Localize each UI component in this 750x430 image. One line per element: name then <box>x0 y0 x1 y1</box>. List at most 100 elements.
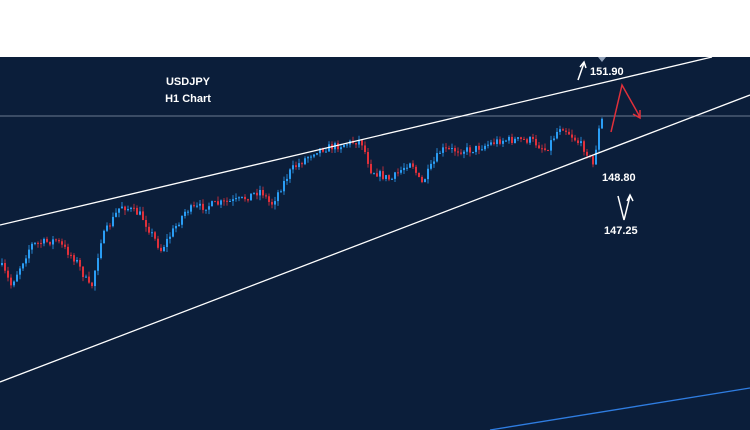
candle-body <box>184 211 186 216</box>
candle-body <box>379 171 381 177</box>
candle-body <box>382 171 384 179</box>
candle-body <box>487 144 489 146</box>
candle-body <box>31 243 33 250</box>
candle-body <box>130 207 132 210</box>
candle-body <box>571 134 573 138</box>
candle-body <box>517 137 519 139</box>
candle-body <box>580 141 582 144</box>
candle-body <box>370 163 372 174</box>
candle-body <box>7 270 9 278</box>
candle-body <box>265 195 267 197</box>
candle-body <box>442 147 444 153</box>
candle-body <box>304 158 306 165</box>
symbol-label: USDJPY <box>166 76 211 88</box>
candle-body <box>322 148 324 152</box>
candle-body <box>250 193 252 201</box>
candle-body <box>280 191 282 193</box>
candle-body <box>565 130 567 132</box>
candle-body <box>403 167 405 171</box>
candle-body <box>196 205 198 207</box>
candle-body <box>109 225 111 227</box>
up-arrow <box>577 60 587 81</box>
candle-body <box>253 192 255 194</box>
candle-body <box>259 189 261 196</box>
candle-body <box>490 142 492 145</box>
candle-body <box>262 189 264 196</box>
candle-body <box>505 140 507 142</box>
resistance-label: 151.90 <box>590 66 624 78</box>
candle-body <box>508 136 510 141</box>
candle-body <box>430 163 432 169</box>
candle-body <box>394 172 396 179</box>
candle-body <box>43 238 45 244</box>
candle-body <box>124 206 126 211</box>
candle-body <box>313 154 315 157</box>
candle-body <box>268 196 270 202</box>
timeframe-label: H1 Chart <box>165 93 211 105</box>
candle-body <box>16 274 18 282</box>
candle-body <box>406 167 408 169</box>
candle-body <box>187 211 189 213</box>
candle-body <box>142 211 144 221</box>
candle-body <box>418 172 420 177</box>
candle-body <box>457 151 459 153</box>
candle-body <box>256 192 258 196</box>
candle-body <box>19 268 21 275</box>
candle-body <box>205 209 207 211</box>
candle-body <box>529 136 531 143</box>
candle-body <box>217 201 219 205</box>
candle-body <box>289 169 291 179</box>
candle-body <box>553 138 555 141</box>
candle-body <box>154 232 156 239</box>
candle-body <box>388 175 390 180</box>
candle-body <box>460 152 462 154</box>
candle-body <box>172 228 174 237</box>
candle-body <box>106 225 108 231</box>
candle-body <box>469 147 471 153</box>
candle-body <box>523 139 525 141</box>
candle-body <box>364 145 366 153</box>
candle-body <box>223 200 225 202</box>
candle-body <box>64 244 66 247</box>
candle-body <box>241 196 243 198</box>
down-arrow <box>617 193 634 221</box>
candle-body <box>238 197 240 199</box>
candle-body <box>343 145 345 148</box>
candle-body <box>82 266 84 278</box>
candle-body <box>229 201 231 203</box>
candle-body <box>121 206 123 209</box>
candle-body <box>76 260 78 262</box>
candle-body <box>274 201 276 205</box>
candle-body <box>346 144 348 146</box>
candle-body <box>577 140 579 144</box>
candle-body <box>592 156 594 165</box>
candle-body <box>316 153 318 155</box>
candle-body <box>103 230 105 244</box>
candle-body <box>247 199 249 201</box>
candle-body <box>445 147 447 149</box>
candle-body <box>235 198 237 200</box>
candle-body <box>157 238 159 248</box>
candle-body <box>496 139 498 144</box>
candle-body <box>40 243 42 245</box>
candle-body <box>85 276 87 278</box>
candle-body <box>541 148 543 150</box>
candle-body <box>286 178 288 181</box>
candle-body <box>355 143 357 145</box>
candle-body <box>115 212 117 217</box>
candle-body <box>340 147 342 150</box>
candle-body <box>319 148 321 154</box>
candle-body <box>538 145 540 149</box>
candle-body <box>163 247 165 251</box>
candle-body <box>25 258 27 264</box>
candle-body <box>559 129 561 132</box>
candle-body <box>199 203 201 206</box>
candle-body <box>574 137 576 141</box>
candle-body <box>475 145 477 152</box>
candle-body <box>532 136 534 139</box>
candle-body <box>484 145 486 150</box>
candle-body <box>412 163 414 167</box>
candle-body <box>550 140 552 151</box>
candle-body <box>226 200 228 202</box>
